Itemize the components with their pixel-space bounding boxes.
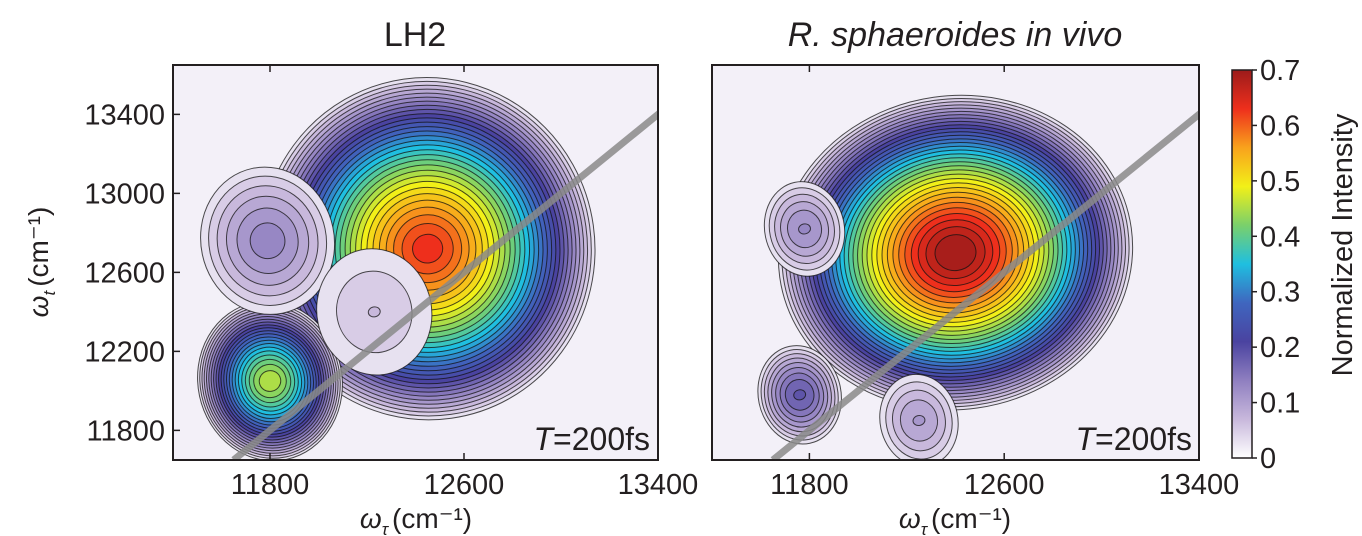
x-tick-label: 13400: [618, 469, 699, 501]
lh2-x-axis-subscript: τ: [382, 520, 390, 536]
lh2-y-axis-subscript: t: [40, 290, 59, 296]
colorbar-tick-label: 0.7: [1260, 55, 1300, 87]
sphaeroides-x-axis-subscript: τ: [921, 520, 929, 536]
y-tick-label: 12200: [84, 336, 165, 368]
lh2-waiting-time-value: =200fs: [553, 421, 650, 457]
contour-band: [249, 222, 286, 260]
sphaeroides-plot-panel: R. sphaeroides in vivo 11800 12600 13400 T…: [711, 16, 1239, 536]
sphaeroides-plot-frame: [711, 64, 1200, 461]
contour-band: [798, 223, 811, 235]
contour-band: [934, 234, 977, 272]
lh2-y-axis-symbol: ω: [23, 296, 54, 318]
sphaeroides-plot-title: R. sphaeroides in vivo: [788, 16, 1123, 54]
lh2-diagonal-line: [231, 109, 658, 460]
sphaeroides-x-axis-unit: (cm⁻¹): [931, 503, 1011, 534]
colorbar-tick-label: 0: [1260, 443, 1276, 475]
colorbar-tick-label: 0.5: [1260, 166, 1300, 198]
contour-band: [793, 389, 807, 401]
x-tick-label: 11800: [231, 469, 310, 501]
lh2-plot-panel: LH2 11800 12600 13400 11800 12200 12600 13000…: [23, 16, 699, 536]
lh2-x-axis-label: ωτ (cm⁻¹): [360, 503, 472, 536]
contour-band: [912, 414, 926, 427]
colorbar-label: Normalized Intensity: [1327, 113, 1359, 376]
colorbar-tick-label: 0.6: [1260, 110, 1300, 142]
sphaeroides-diagonal-line: [770, 109, 1199, 460]
sphaeroides-waiting-time-value: =200fs: [1095, 421, 1192, 457]
lh2-y-axis-label: ωt (cm⁻¹): [23, 207, 59, 318]
lh2-y-axis-unit: (cm⁻¹): [23, 207, 54, 287]
colorbar-ticks: 0 0.1 0.2 0.3 0.4 0.5 0.6 0.7: [1252, 55, 1300, 475]
colorbar-tick-label: 0.2: [1260, 332, 1300, 364]
colorbar-tick-label: 0.1: [1260, 388, 1300, 420]
colorbar: 0 0.1 0.2 0.3 0.4 0.5 0.6 0.7 Normalized Intens…: [1231, 55, 1359, 475]
sphaeroides-x-axis-label: ωτ (cm⁻¹): [899, 503, 1011, 536]
contour-band: [367, 306, 381, 318]
lh2-plot-title: LH2: [384, 16, 446, 54]
lh2-waiting-time-symbol: T: [533, 421, 555, 457]
sphaeroides-waiting-time-symbol: T: [1075, 421, 1097, 457]
sphaeroides-contour-field: [712, 65, 1199, 460]
contour-band: [258, 370, 282, 392]
x-tick-label: 12600: [964, 469, 1045, 501]
colorbar-tick-label: 0.3: [1260, 277, 1300, 309]
x-tick-label: 13400: [1159, 469, 1240, 501]
lh2-x-axis-symbol: ω: [360, 503, 382, 534]
y-tick-label: 11800: [87, 415, 166, 447]
sphaeroides-x-axis-symbol: ω: [899, 503, 921, 534]
x-tick-label: 12600: [424, 469, 505, 501]
contour-band: [412, 233, 444, 264]
y-tick-label: 13400: [84, 99, 165, 131]
colorbar-gradient: [1231, 69, 1253, 459]
sphaeroides-waiting-time-label: T=200fs: [1075, 421, 1192, 457]
lh2-x-axis-unit: (cm⁻¹): [392, 503, 472, 534]
lh2-x-ticks: 11800 12600 13400: [231, 65, 699, 501]
sphaeroides-x-ticks: 11800 12600 13400: [770, 65, 1239, 501]
y-tick-label: 13000: [84, 178, 165, 210]
lh2-contour-field: [173, 65, 658, 460]
lh2-y-ticks: 11800 12200 12600 13000 13400: [84, 99, 180, 447]
colorbar-tick-label: 0.4: [1260, 221, 1300, 253]
lh2-plot-frame: [172, 64, 659, 461]
x-tick-label: 11800: [770, 469, 849, 501]
lh2-waiting-time-label: T=200fs: [533, 421, 650, 457]
y-tick-label: 12600: [84, 257, 165, 289]
